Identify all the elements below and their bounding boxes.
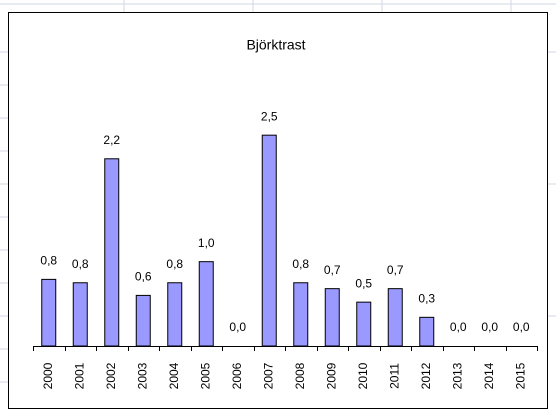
- chart-area: [8, 12, 548, 409]
- data-label: 2,5: [261, 109, 278, 123]
- x-tick-label: 2015: [513, 362, 527, 389]
- bar: [387, 288, 403, 347]
- data-label: 2,2: [103, 133, 120, 147]
- x-tick-label: 2008: [293, 362, 307, 389]
- x-tick-label: 2003: [135, 362, 149, 389]
- sheet-grid: [0, 0, 556, 383]
- x-tick-label: 2004: [167, 362, 181, 389]
- bar: [167, 282, 183, 347]
- bar: [72, 282, 88, 347]
- bar: [324, 288, 340, 347]
- data-label: 0,6: [135, 270, 152, 284]
- bar: [198, 261, 214, 347]
- x-tick-label: 2005: [198, 362, 212, 389]
- data-label: 0,0: [450, 320, 467, 334]
- x-tick-label: 2007: [261, 362, 275, 389]
- bar: [356, 301, 372, 347]
- x-tick-label: 2012: [419, 362, 433, 389]
- x-tick-label: 2009: [324, 362, 338, 389]
- bar: [135, 294, 151, 347]
- data-label: 0,8: [292, 257, 309, 271]
- data-label: 1,0: [198, 236, 215, 250]
- data-label: 0,7: [387, 263, 404, 277]
- data-label: 0,0: [229, 320, 246, 334]
- x-tick-label: 2010: [356, 362, 370, 389]
- data-label: 0,7: [324, 263, 341, 277]
- x-tick-label: 2001: [72, 362, 86, 389]
- data-label: 0,5: [355, 276, 372, 290]
- x-tick-label: 2014: [482, 362, 496, 389]
- bar: [419, 316, 435, 347]
- data-label: 0,8: [166, 257, 183, 271]
- bar: [41, 278, 57, 347]
- data-label: 0,8: [40, 254, 57, 268]
- data-label: 0,3: [418, 291, 435, 305]
- bar: [104, 158, 120, 347]
- x-tick-label: 2000: [41, 362, 55, 389]
- bar: [293, 282, 309, 347]
- bar: [261, 134, 277, 347]
- x-tick-label: 2006: [230, 362, 244, 389]
- data-label: 0,8: [72, 257, 89, 271]
- data-label: 0,0: [481, 320, 498, 334]
- data-label: 0,0: [513, 320, 530, 334]
- x-tick-label: 2013: [450, 362, 464, 389]
- chart-title: Björktrast: [246, 37, 305, 53]
- x-tick-label: 2011: [387, 363, 401, 389]
- x-tick-label: 2002: [104, 362, 118, 389]
